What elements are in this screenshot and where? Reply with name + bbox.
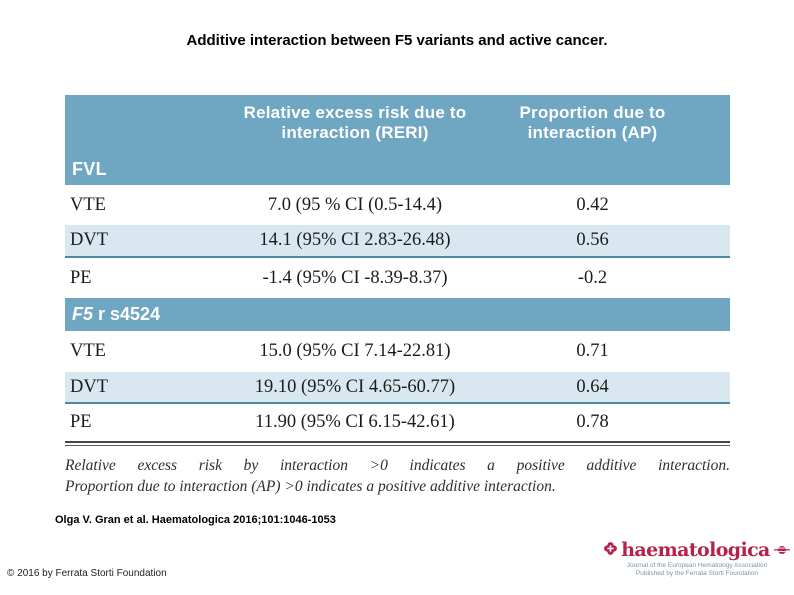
reri-value: 7.0 (95 % CI (0.5-14.4) — [267, 194, 443, 215]
row-label: VTE — [70, 341, 106, 361]
footnote-line1: Relative excess risk by interaction >0 i… — [65, 457, 730, 474]
header-spacer — [680, 103, 730, 143]
logo-tagline-line2: Published by the Ferrata Storti Foundati… — [635, 569, 759, 577]
ap-value: 0.64 — [576, 376, 609, 397]
column-header-ap-line2: interaction (AP) — [527, 123, 658, 142]
flower-icon — [604, 542, 618, 560]
citation-text: Olga V. Gran et al. Haematologica 2016;1… — [55, 514, 336, 526]
table-row: VTE 15.0 (95% CI 7.14-22.81) 0.71 — [65, 331, 730, 372]
table-bottom-rule — [65, 441, 730, 446]
header-spacer — [65, 103, 205, 143]
table-row: DVT 14.1 (95% CI 2.83-26.48) 0.56 — [65, 225, 730, 258]
results-table: Relative excess risk due to interaction … — [65, 95, 730, 497]
ap-value: 0.56 — [576, 230, 609, 250]
section-band-f5-rs4524: F5 r s4524 — [65, 298, 730, 331]
table-header-band: Relative excess risk due to interaction … — [65, 95, 730, 185]
reri-value: 11.90 (95% CI 6.15-42.61) — [255, 412, 455, 432]
section-label-fvl: FVL — [72, 159, 107, 179]
ap-value: 0.78 — [576, 412, 609, 432]
copyright-text: © 2016 by Ferrata Storti Foundation — [7, 568, 167, 579]
row-label: VTE — [70, 194, 106, 215]
table-row: PE -1.4 (95% CI -8.39-8.37) -0.2 — [65, 258, 730, 298]
logo-row: haematologica — [601, 540, 793, 560]
section-label-f5-italic: F5 — [72, 304, 94, 324]
reri-value: 19.10 (95% CI 4.65-60.77) — [254, 376, 456, 397]
row-label: PE — [70, 412, 92, 432]
column-header-ap: Proportion due to interaction (AP) — [505, 103, 680, 143]
haematologica-logo: haematologica Journal of the European He… — [601, 540, 793, 577]
column-header-reri-line1: Relative excess risk due to — [243, 103, 467, 122]
logo-wordmark: haematologica — [621, 539, 770, 561]
logo-tagline-line1: Journal of the European Hematology Assoc… — [626, 562, 768, 569]
table-footnote: Relative excess risk by interaction >0 i… — [65, 455, 730, 497]
rosette-icon — [773, 542, 790, 560]
column-header-reri: Relative excess risk due to interaction … — [205, 103, 505, 143]
table-row: VTE 7.0 (95 % CI (0.5-14.4) 0.42 — [65, 185, 730, 225]
slide-title: Additive interaction between F5 variants… — [186, 32, 608, 49]
section-label-rs4524: r s4524 — [98, 304, 161, 324]
reri-value: 14.1 (95% CI 2.83-26.48) — [259, 230, 451, 250]
table-row: PE 11.90 (95% CI 6.15-42.61) 0.78 — [65, 404, 730, 441]
reri-value: 15.0 (95% CI 7.14-22.81) — [259, 341, 451, 361]
column-header-ap-line1: Proportion due to — [519, 103, 666, 122]
footnote-line2: Proportion due to interaction (AP) >0 in… — [65, 478, 556, 495]
row-label: DVT — [70, 230, 109, 250]
reri-value: -1.4 (95% CI -8.39-8.37) — [262, 267, 448, 288]
table-header-row: Relative excess risk due to interaction … — [65, 95, 730, 143]
row-label: PE — [70, 267, 92, 288]
row-label: DVT — [70, 376, 109, 397]
column-header-reri-line2: interaction (RERI) — [281, 123, 429, 142]
ap-value: 0.71 — [576, 341, 609, 361]
ap-value: -0.2 — [577, 267, 608, 288]
logo-tagline: Journal of the European Hematology Assoc… — [601, 562, 793, 577]
ap-value: 0.42 — [576, 194, 609, 215]
table-row: DVT 19.10 (95% CI 4.65-60.77) 0.64 — [65, 372, 730, 404]
